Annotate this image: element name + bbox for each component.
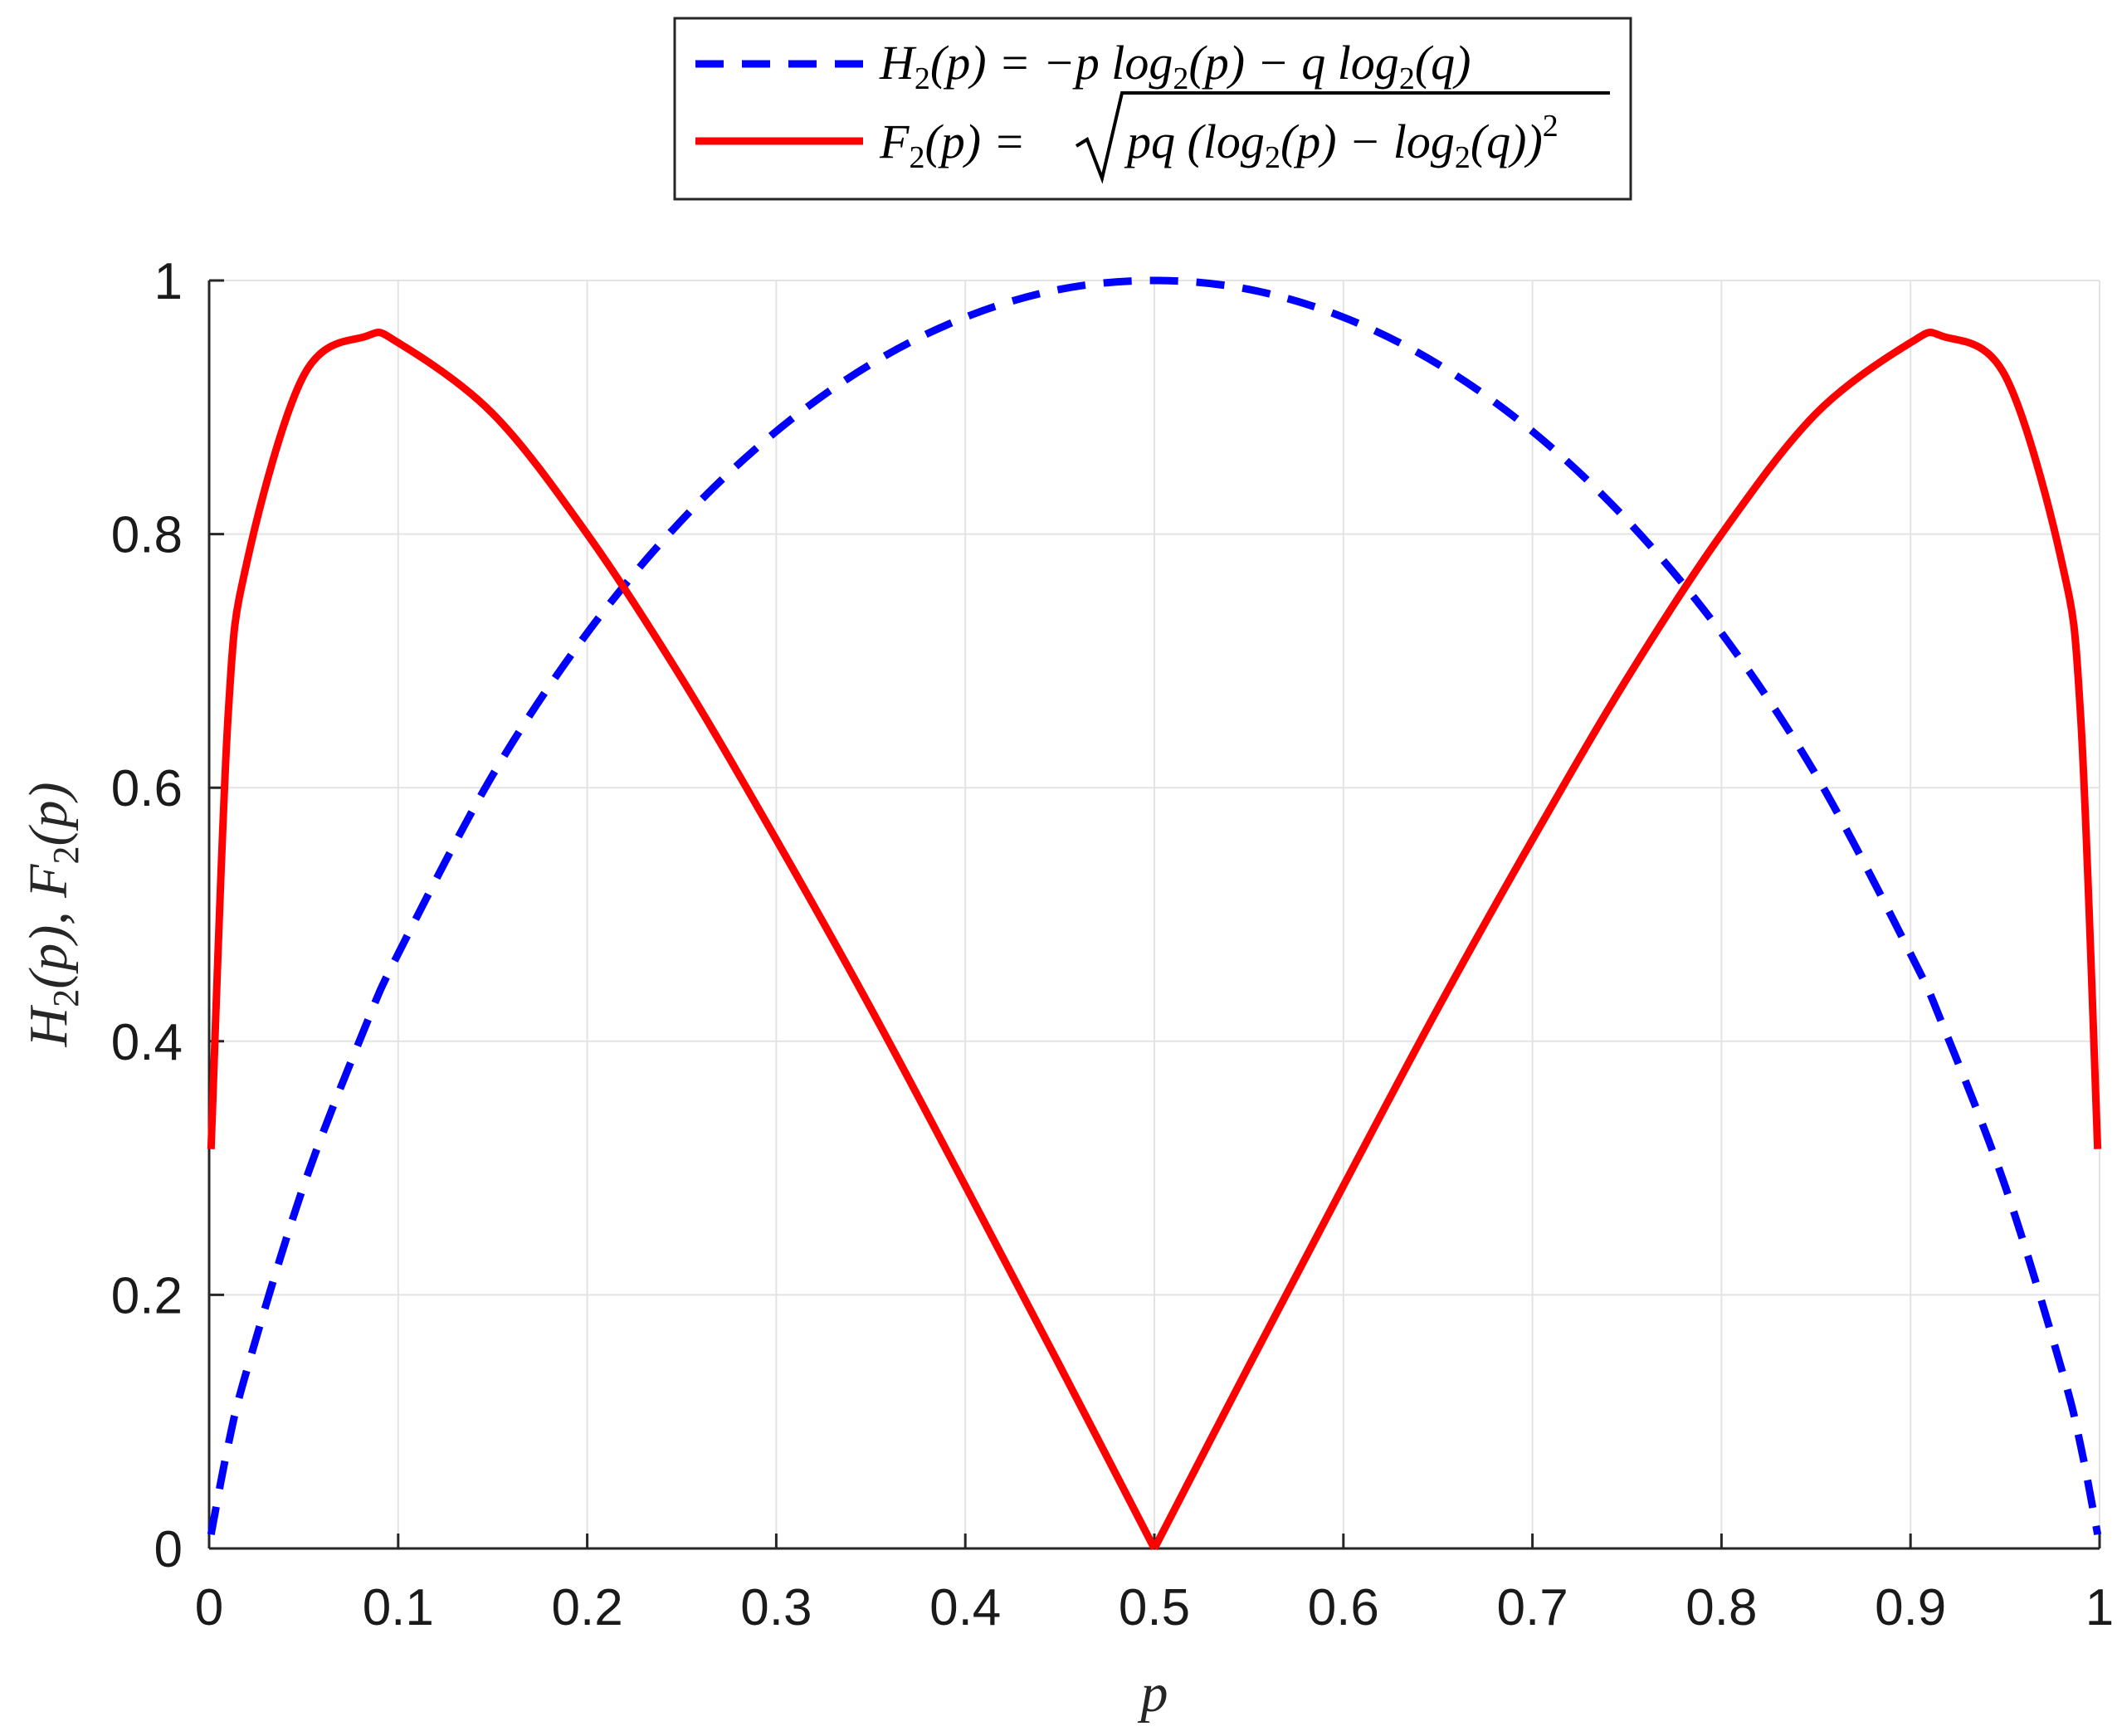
x-tick-label: 1 <box>2085 1579 2114 1636</box>
x-tick-label: 0.1 <box>363 1579 434 1636</box>
svg-text:H2(p), F2(p): H2(p), F2(p) <box>18 783 86 1048</box>
x-tick-label: 0.6 <box>1308 1579 1379 1636</box>
x-tick-label: 0.8 <box>1685 1579 1757 1636</box>
y-tick-label: 0.4 <box>111 1014 183 1071</box>
svg-text:pq (log2(p) − log2(q))2: pq (log2(p) − log2(q))2 <box>1124 109 1558 175</box>
sqrt-radical <box>1075 91 1610 184</box>
legend-box <box>673 17 1632 201</box>
x-axis-title: p <box>1138 1663 1168 1724</box>
legend: H2(p) = −p log2(p) − q log2(q) F2(p) = p… <box>673 17 1632 201</box>
x-tick-label: 0.9 <box>1875 1579 1946 1636</box>
grid-lines <box>208 280 2100 1549</box>
f2-series-line <box>207 329 2102 1551</box>
y-tick-label: 0.8 <box>111 507 183 564</box>
x-tick-label: 0 <box>195 1579 223 1636</box>
legend-label-f2: F2(p) = pq (log2(p) − log2(q))2 <box>879 91 1610 184</box>
series-lines <box>207 276 2102 1551</box>
legend-label-h2: H2(p) = −p log2(p) − q log2(q) <box>879 36 1471 96</box>
y-tick-label: 0.2 <box>111 1267 183 1324</box>
h2-series-line <box>207 276 2102 1536</box>
x-tick-label: 0.2 <box>551 1579 622 1636</box>
y-tick-label: 1 <box>154 253 183 310</box>
svg-text:F2(p) =: F2(p) = <box>879 115 1026 175</box>
tick-labels: 0 0.1 0.2 0.3 0.4 0.5 0.6 0.7 0.8 0.9 1 0 0.2 0.4 0.6 0… <box>111 253 2114 1636</box>
y-tick-label: 0.6 <box>111 760 183 817</box>
x-tick-label: 0.3 <box>740 1579 812 1636</box>
x-tick-label: 0.5 <box>1119 1579 1190 1636</box>
x-tick-label: 0.7 <box>1496 1579 1568 1636</box>
y-axis-title: H2(p), F2(p) <box>18 783 86 1048</box>
y-tick-label: 0 <box>154 1521 183 1578</box>
x-tick-label: 0.4 <box>929 1579 1001 1636</box>
